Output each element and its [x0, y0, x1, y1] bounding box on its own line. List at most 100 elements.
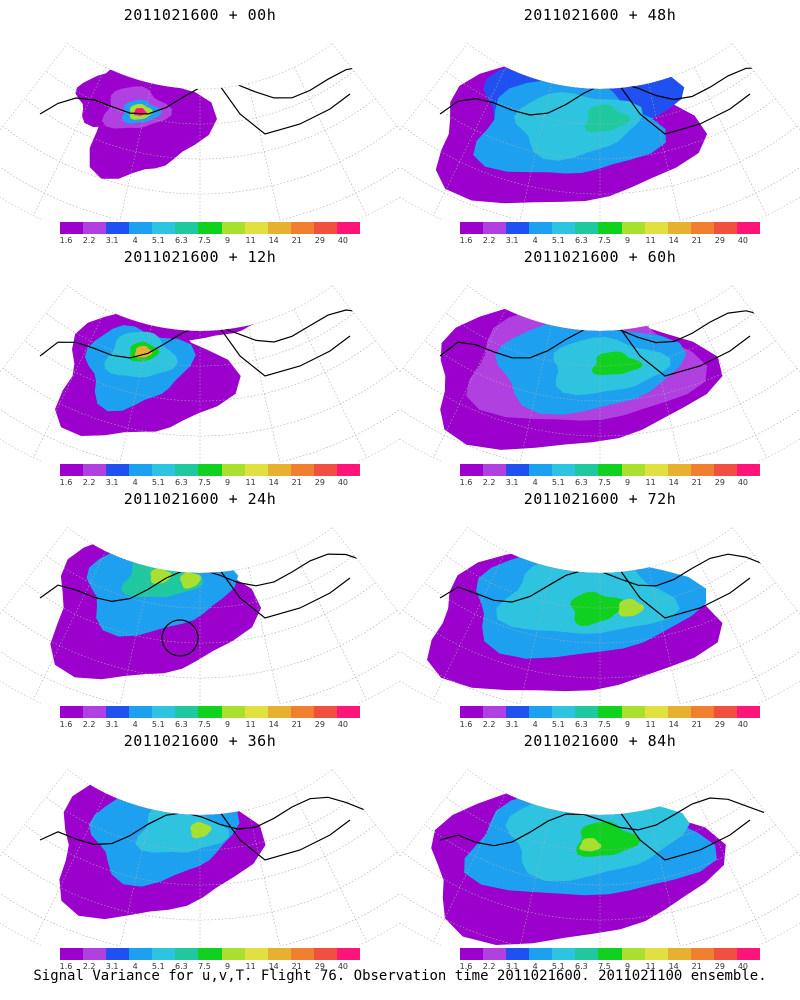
variance-contour [169, 43, 265, 86]
longitude-line [433, 551, 507, 700]
colorbar-swatch [267, 464, 291, 476]
longitude-line [293, 309, 367, 458]
colorbar-tick-label: 11 [645, 236, 656, 245]
variance-map [0, 43, 400, 220]
colorbar-swatch [552, 464, 576, 476]
colorbar-tick-label: 2.2 [482, 720, 496, 729]
colorbar-tick-label: 2.2 [482, 962, 496, 971]
colorbar-swatch [483, 464, 507, 476]
colorbar-swatch [736, 948, 761, 960]
panel-title: 2011021600 + 00h [123, 6, 277, 24]
colorbar-swatch [690, 222, 714, 234]
latitude-line [445, 70, 755, 125]
longitude-line [433, 67, 507, 216]
latitude-line [445, 312, 755, 367]
latitude-line [424, 582, 776, 644]
colorbar [60, 948, 361, 960]
latitude-line [445, 796, 755, 851]
colorbar-tick-label: 1.6 [459, 478, 473, 487]
colorbar-tick-label: 21 [691, 962, 702, 971]
colorbar [60, 706, 361, 718]
colorbar-tick-label: 21 [691, 236, 702, 245]
colorbar-swatch [267, 706, 291, 718]
colorbar-tick-label: 21 [291, 962, 302, 971]
colorbar-tick-label: 4 [132, 720, 138, 729]
colorbar-swatch [244, 948, 268, 960]
colorbar-swatch [529, 222, 553, 234]
colorbar-tick-label: 4 [132, 478, 138, 487]
colorbar-swatch [336, 706, 361, 718]
latitude-line [0, 153, 400, 220]
colorbar-swatch [290, 222, 314, 234]
colorbar-swatch [736, 464, 761, 476]
latitude-line [400, 153, 800, 220]
coastline [609, 527, 671, 544]
colorbar-swatch [336, 948, 361, 960]
colorbar-tick-label: 7.5 [198, 720, 211, 729]
colorbar-swatch [336, 464, 361, 476]
colorbar [460, 464, 761, 476]
colorbar-tick-label: 11 [645, 962, 656, 971]
panel-title: 2011021600 + 84h [523, 732, 677, 750]
colorbar-ticks: 1.6 2.2 3.1 4 5.1 6.3 7.5 9 11 14 21 29 40 [460, 236, 760, 246]
variance-contour [190, 821, 212, 839]
colorbar-tick-label: 5.1 [551, 478, 565, 487]
colorbar-swatch [198, 948, 222, 960]
colorbar-tick-label: 14 [268, 478, 279, 487]
latitude-line [45, 70, 355, 125]
colorbar-swatch [644, 706, 668, 718]
longitude-line [248, 567, 286, 704]
latitude-line [400, 879, 800, 946]
colorbar-tick-label: 6.3 [575, 236, 588, 245]
colorbar-tick-label: 7.5 [198, 478, 211, 487]
longitude-line [693, 309, 767, 458]
colorbar-tick-label: 1.6 [59, 720, 73, 729]
colorbar-tick-label: 9 [224, 720, 231, 729]
colorbar [460, 222, 761, 234]
colorbar-tick-label: 5.1 [551, 720, 565, 729]
variance-contour [157, 527, 288, 565]
map-panel: 2011021600 + 60h 1.6 2.2 3.1 4 5.1 6.3 7.5 9 11 14… [400, 242, 800, 487]
colorbar-tick-label: 4 [132, 962, 138, 971]
colorbar-swatch [83, 706, 107, 718]
map-panel: 2011021600 + 24h 1.6 2.2 3.1 4 5.1 6.3 7.5 9 11 14… [0, 484, 400, 729]
highlight-circle [161, 619, 199, 657]
longitude-line [648, 325, 686, 462]
colorbar-tick-label: 7.5 [198, 236, 211, 245]
variance-contour [171, 769, 288, 809]
colorbar-swatch [198, 706, 222, 718]
longitude-line [433, 793, 507, 942]
colorbar-swatch [244, 222, 268, 234]
colorbar-swatch [336, 222, 361, 234]
longitude-line [293, 551, 367, 700]
longitude-line [114, 83, 152, 220]
longitude-line [693, 551, 767, 700]
variance-map [0, 285, 400, 462]
colorbar-swatch [106, 464, 130, 476]
colorbar-swatch [106, 222, 130, 234]
colorbar-ticks: 1.6 2.2 3.1 4 5.1 6.3 7.5 9 11 14 21 29 40 [460, 962, 760, 972]
colorbar-tick-label: 3.1 [105, 720, 119, 729]
colorbar-swatch [483, 222, 507, 234]
colorbar-tick-label: 29 [314, 962, 325, 971]
map-panel: 2011021600 + 12h 1.6 2.2 3.1 4 5.1 6.3 7.5 9 11 14… [0, 242, 400, 487]
colorbar-ticks: 1.6 2.2 3.1 4 5.1 6.3 7.5 9 11 14 21 29 40 [60, 236, 360, 246]
colorbar-tick-label: 7.5 [598, 478, 611, 487]
colorbar-tick-label: 9 [624, 478, 631, 487]
colorbar-swatch [460, 464, 484, 476]
colorbar-swatch [552, 706, 576, 718]
colorbar-tick-label: 11 [245, 236, 256, 245]
colorbar-swatch [129, 464, 153, 476]
coastline [209, 285, 271, 302]
longitude-line [33, 551, 107, 700]
coastline [439, 797, 765, 847]
latitude-line [0, 395, 400, 462]
colorbar-tick-label: 14 [268, 236, 279, 245]
latitude-line [0, 637, 400, 704]
variance-contour [579, 838, 602, 852]
colorbar-tick-label: 14 [268, 962, 279, 971]
colorbar-swatch [313, 464, 337, 476]
colorbar-tick-label: 9 [224, 478, 231, 487]
map-content [400, 527, 800, 704]
colorbar-tick-label: 21 [691, 478, 702, 487]
